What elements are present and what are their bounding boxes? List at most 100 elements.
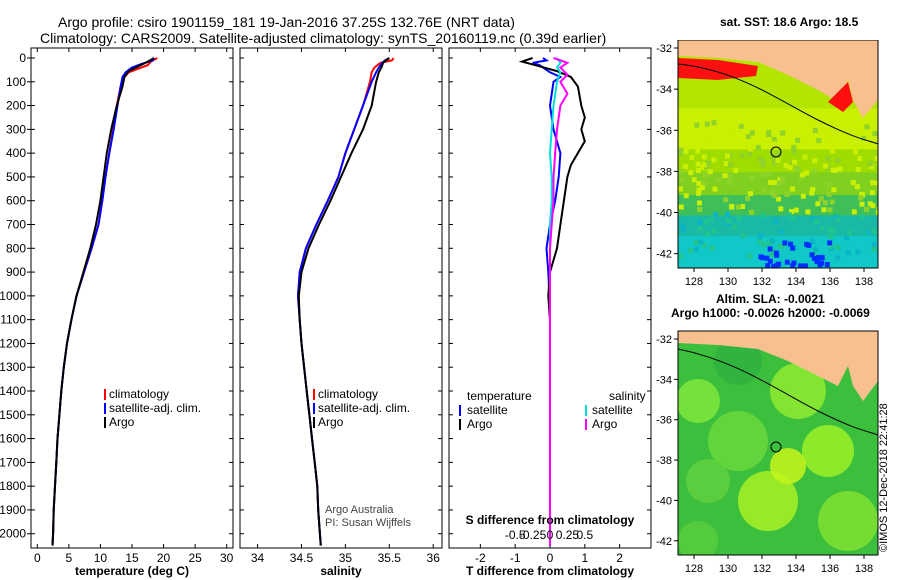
lon-tick-label: 134 <box>787 563 805 575</box>
sst-cold-pixel <box>782 240 788 246</box>
sst-pixel <box>693 246 699 252</box>
salinity-legend-swatch <box>313 417 315 428</box>
depth-tick-label: 600 <box>6 194 26 208</box>
lat-tick-label: -42 <box>656 536 672 548</box>
lat-tick-label: -36 <box>656 415 672 427</box>
sst-pixel <box>683 193 689 199</box>
temperature-xtick-label: 20 <box>157 551 171 565</box>
profile-location-marker <box>770 441 782 453</box>
sst-pixel <box>805 209 811 215</box>
sst-cold-pixel <box>804 241 810 247</box>
sst-pixel <box>788 209 794 215</box>
sst-cold-pixel <box>765 263 771 268</box>
sst-pixel <box>678 253 684 259</box>
sst-pixel <box>695 148 701 154</box>
depth-tick-label: 1600 <box>0 432 26 446</box>
sst-pixel <box>749 130 755 136</box>
temperature-xtick-label: 5 <box>66 551 73 565</box>
sst-pixel <box>775 158 781 164</box>
sst-pixel <box>766 240 772 246</box>
sst-pixel <box>790 186 796 192</box>
secondary-xtick-label: -0.25 <box>519 528 547 542</box>
sst-pixel <box>825 156 831 162</box>
salinity-frame <box>239 47 443 549</box>
sst-pixel <box>858 195 864 201</box>
sst-pixel <box>729 204 735 210</box>
sst-cold-pixel <box>824 261 830 267</box>
difference-series-line <box>549 57 570 546</box>
legend-salinity-label: Argo <box>592 417 618 431</box>
sst-pixel <box>757 239 763 245</box>
legend-temperature-swatch <box>459 419 461 430</box>
lon-tick-label: 132 <box>753 563 771 575</box>
sst-pixel <box>770 238 776 244</box>
lat-tick-label: -38 <box>656 455 672 467</box>
sst-pixel <box>679 169 685 175</box>
sst-pixel <box>695 142 701 148</box>
sst-pixel <box>855 249 861 255</box>
sla-blob <box>738 471 798 531</box>
sst-cold-pixel <box>817 262 823 268</box>
sst-pixel <box>811 216 817 222</box>
legend-salinity-label: satellite <box>592 403 633 417</box>
difference-chart: -2 -1 0 1 2T difference from climatology S di… <box>448 47 652 578</box>
salinity-legend-label: Argo <box>318 415 344 429</box>
temperature-xlabel: temperature (deg C) <box>75 564 189 578</box>
sst-pixel <box>728 174 734 180</box>
sst-pixel <box>771 180 777 186</box>
sla-map-title-line1: Altim. SLA: -0.0021 <box>716 292 825 306</box>
sst-pixel <box>804 170 810 176</box>
depth-contour <box>678 348 878 436</box>
temperature-legend-label: climatology <box>109 387 169 401</box>
depth-contour <box>678 63 878 145</box>
sst-pixel <box>875 206 878 212</box>
sst-pixel <box>813 142 819 148</box>
sst-pixel <box>696 181 702 187</box>
lon-tick-label: 138 <box>855 563 873 575</box>
sst-pixel <box>702 173 708 179</box>
sst-pixel <box>772 159 778 165</box>
sst-pixel <box>760 172 766 178</box>
sla-blob <box>678 521 718 555</box>
temperature-chart: 0 5 10 15 20 25 30 temperature (deg C) climatolo… <box>30 47 234 578</box>
sst-pixel <box>830 167 836 173</box>
sst-cold-pixel <box>771 264 777 268</box>
temperature-legend-swatch <box>104 417 106 428</box>
depth-tick-label: 500 <box>6 170 26 184</box>
sst-pixel <box>774 128 780 134</box>
sst-pixel <box>744 123 750 129</box>
sst-pixel <box>791 144 797 150</box>
sst-pixel <box>723 197 729 203</box>
sst-pixel <box>678 204 684 210</box>
sst-pixel <box>844 144 850 150</box>
salinity-xtick-label: 36 <box>427 551 441 565</box>
sla-blob <box>714 337 762 385</box>
sst-pixel <box>867 161 873 167</box>
sst-pixel <box>724 153 730 159</box>
sla-map: -32 -34 -36 -38 -40 -42 128 130 132 134 136 138 <box>656 330 879 575</box>
sst-pixel <box>713 212 719 218</box>
sst-pixel <box>693 240 699 246</box>
sst-pixel <box>827 207 833 213</box>
sst-pixel <box>678 150 684 156</box>
sst-pixel <box>828 226 834 232</box>
sla-blob <box>818 491 878 551</box>
depth-tick-label: 300 <box>6 122 26 136</box>
sst-pixel <box>755 144 761 150</box>
map-frame <box>677 330 879 556</box>
sst-pixel <box>867 229 873 235</box>
sst-pixel <box>828 234 834 240</box>
sst-pixel <box>800 172 806 178</box>
profile-location-marker <box>770 146 782 158</box>
profile-charts: 0100200300400500600700800900100011001200… <box>0 47 652 578</box>
sst-pixel <box>727 136 733 142</box>
sst-pixel <box>810 238 816 244</box>
sst-pixel <box>733 168 739 174</box>
sst-pixel <box>835 255 841 261</box>
lon-tick-label: 136 <box>821 276 839 288</box>
sst-cold-pixel <box>767 258 773 264</box>
sst-pixel <box>857 155 863 161</box>
sla-blob <box>686 459 730 503</box>
salinity-legend-swatch <box>313 389 315 400</box>
sst-pixel <box>867 201 873 207</box>
